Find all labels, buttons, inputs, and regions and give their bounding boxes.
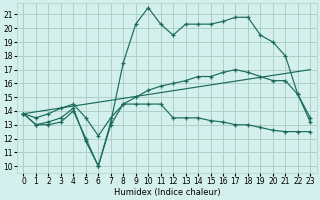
X-axis label: Humidex (Indice chaleur): Humidex (Indice chaleur) xyxy=(114,188,220,197)
